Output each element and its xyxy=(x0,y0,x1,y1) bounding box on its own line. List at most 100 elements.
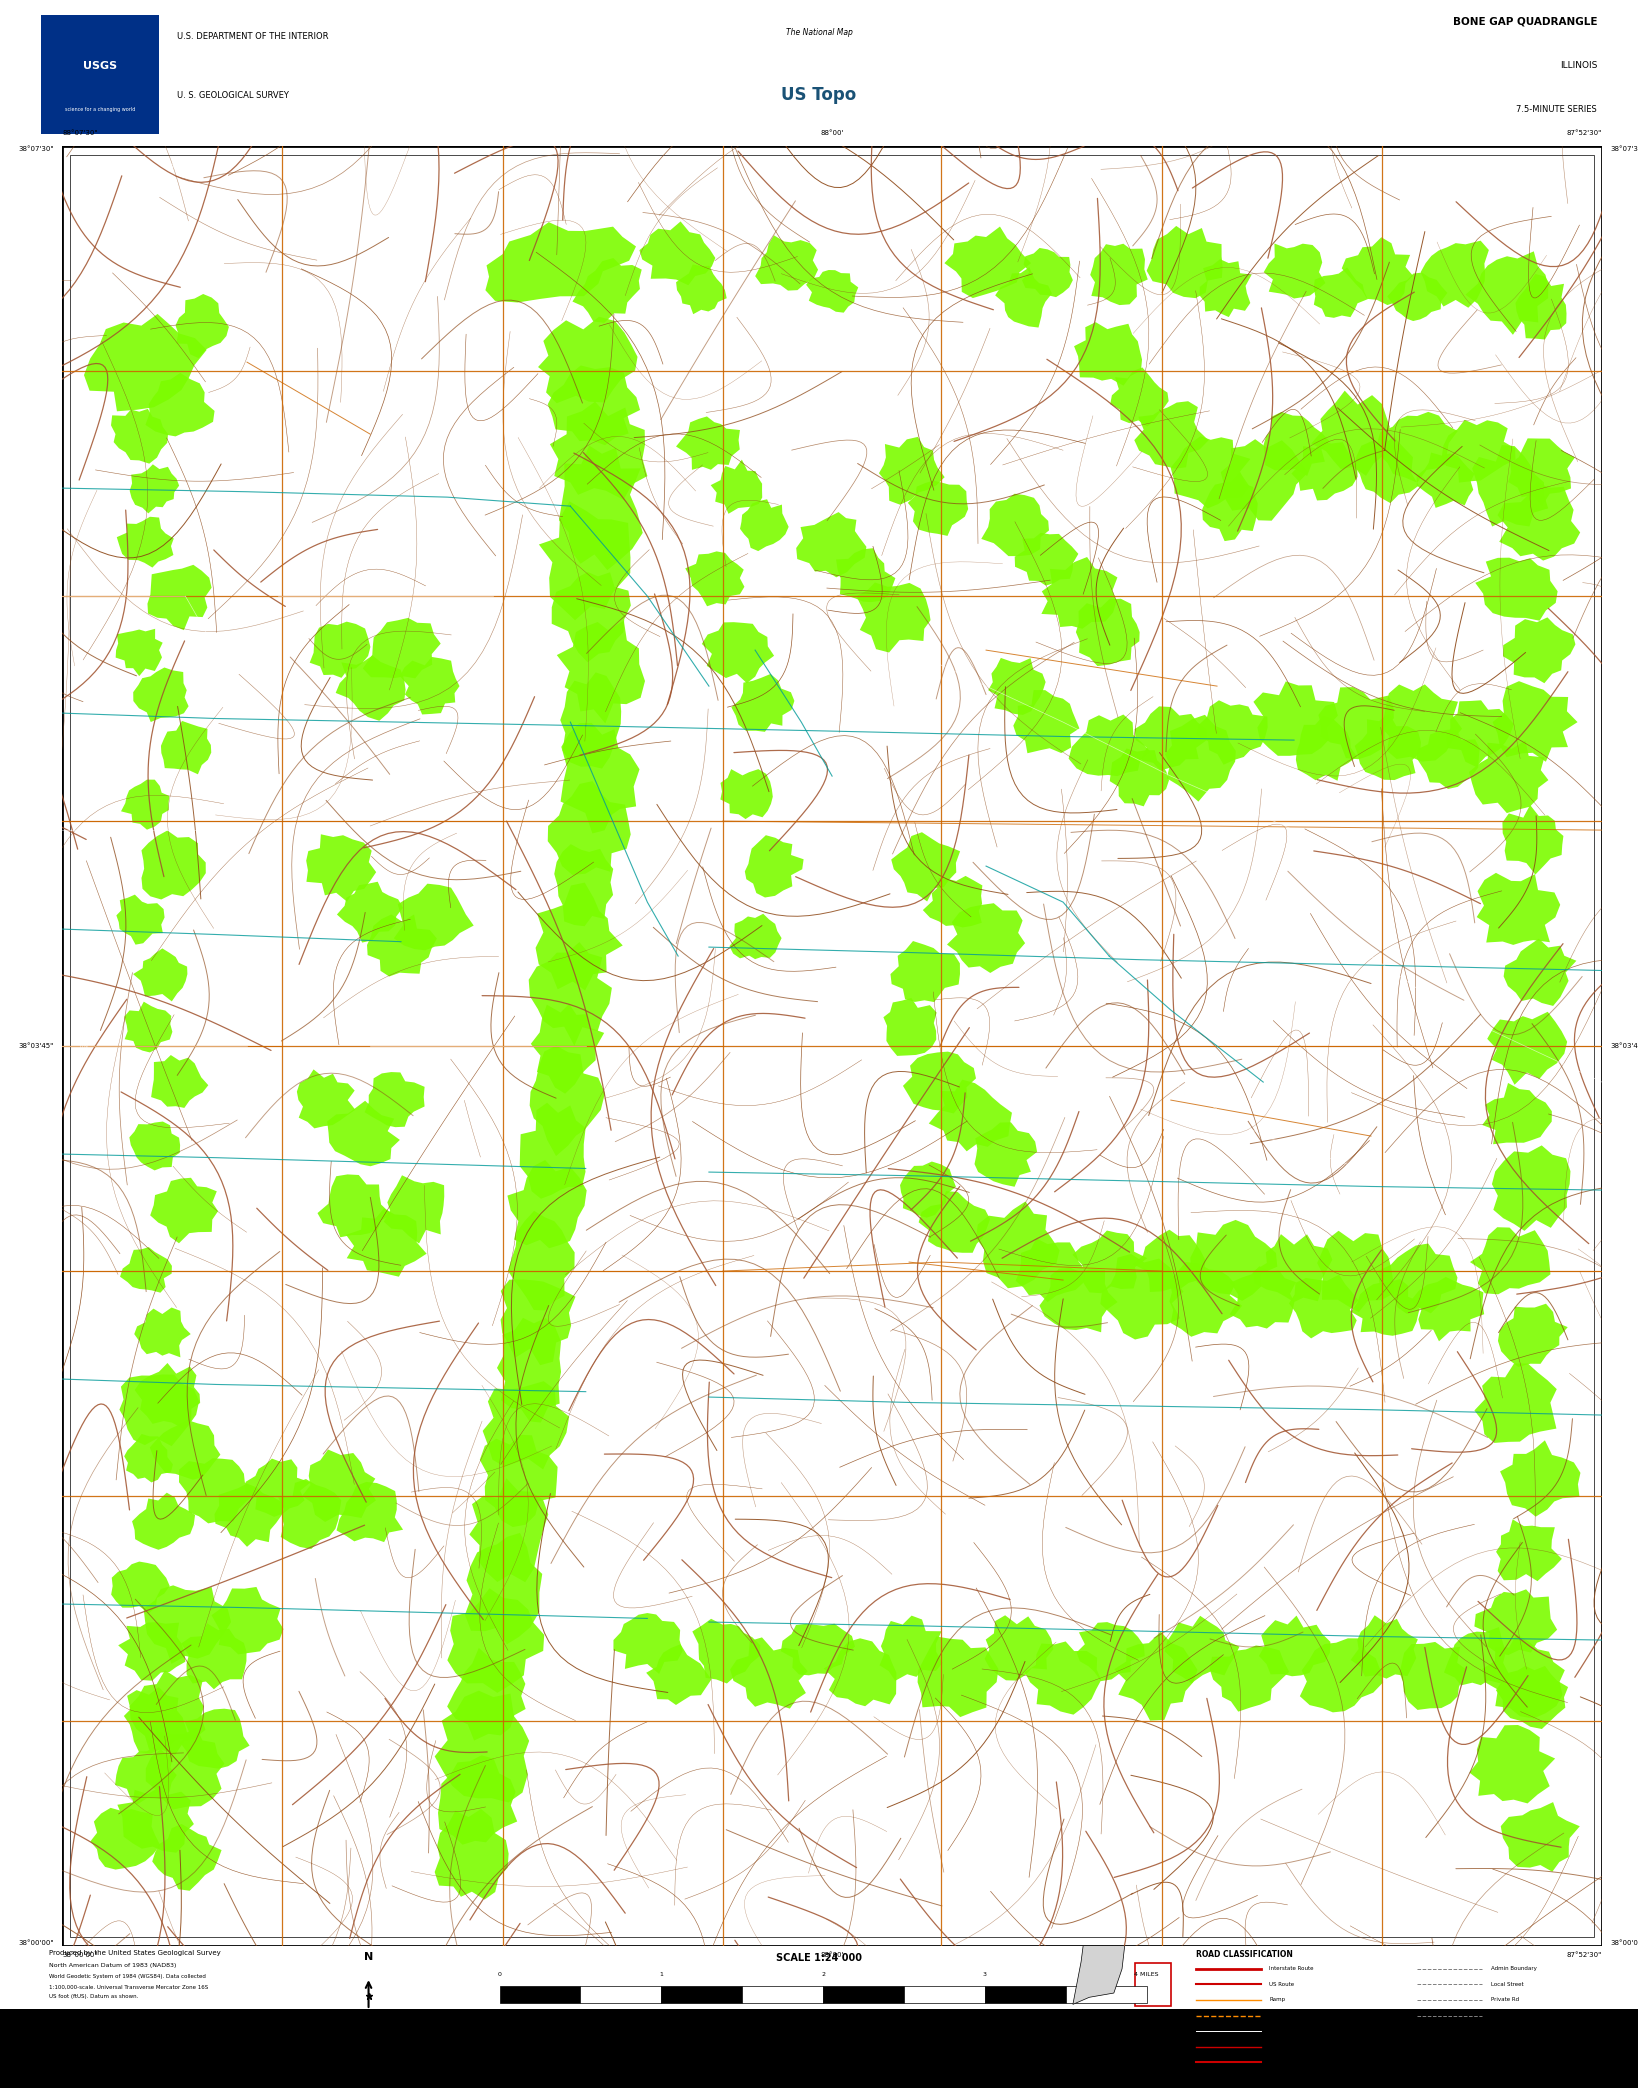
Polygon shape xyxy=(550,401,647,499)
Polygon shape xyxy=(318,1173,391,1238)
Polygon shape xyxy=(1133,1230,1206,1292)
Text: Local Road: Local Road xyxy=(1269,2030,1299,2034)
Polygon shape xyxy=(278,1478,341,1549)
Polygon shape xyxy=(519,1102,586,1199)
Polygon shape xyxy=(146,374,215,436)
Polygon shape xyxy=(1477,873,1561,946)
Polygon shape xyxy=(1042,557,1117,628)
Text: Unmaintained: Unmaintained xyxy=(1491,2013,1530,2019)
Text: BONE GAP QUADRANGLE: BONE GAP QUADRANGLE xyxy=(1453,17,1597,27)
Bar xyxy=(41,15,159,134)
Polygon shape xyxy=(1351,1616,1419,1679)
Polygon shape xyxy=(676,416,740,470)
Text: The National Map: The National Map xyxy=(786,27,852,38)
Polygon shape xyxy=(161,720,211,775)
Text: R14E: R14E xyxy=(1268,165,1281,169)
Polygon shape xyxy=(1165,1616,1240,1683)
Polygon shape xyxy=(1317,1230,1394,1311)
Polygon shape xyxy=(554,844,613,927)
Polygon shape xyxy=(539,501,631,620)
Polygon shape xyxy=(383,1176,444,1244)
Text: R11E: R11E xyxy=(608,165,619,169)
Text: 6 KILOMETERS: 6 KILOMETERS xyxy=(1127,2011,1166,2017)
Text: 0: 0 xyxy=(498,1973,501,1977)
Polygon shape xyxy=(537,317,637,403)
Polygon shape xyxy=(1199,259,1251,317)
Polygon shape xyxy=(1147,226,1222,299)
Polygon shape xyxy=(447,1589,544,1693)
Polygon shape xyxy=(547,781,631,875)
Polygon shape xyxy=(981,493,1048,555)
Polygon shape xyxy=(146,1727,224,1810)
Polygon shape xyxy=(84,313,206,411)
Polygon shape xyxy=(90,1808,161,1869)
Text: 7.5-MINUTE SERIES: 7.5-MINUTE SERIES xyxy=(1517,104,1597,115)
Polygon shape xyxy=(133,1493,195,1549)
Polygon shape xyxy=(306,835,377,902)
Bar xyxy=(1066,1986,1147,2002)
Polygon shape xyxy=(536,883,622,990)
Polygon shape xyxy=(1420,240,1489,307)
Polygon shape xyxy=(336,1482,403,1543)
Polygon shape xyxy=(1253,1234,1332,1303)
Text: 38°00'00": 38°00'00" xyxy=(62,1952,98,1959)
Polygon shape xyxy=(976,1201,1060,1288)
Polygon shape xyxy=(1476,557,1558,620)
Text: North American Datum of 1983 (NAD83): North American Datum of 1983 (NAD83) xyxy=(49,1963,177,1969)
Polygon shape xyxy=(1469,1228,1551,1295)
Text: 0: 0 xyxy=(498,2011,501,2017)
Polygon shape xyxy=(560,722,639,833)
Polygon shape xyxy=(1474,1363,1556,1443)
Polygon shape xyxy=(301,1449,377,1522)
Bar xyxy=(1086,1913,1106,1927)
Text: State Hwy: State Hwy xyxy=(1269,2044,1297,2048)
Polygon shape xyxy=(880,436,945,505)
Text: 2: 2 xyxy=(714,2011,717,2017)
Polygon shape xyxy=(1068,714,1150,777)
Polygon shape xyxy=(120,1247,172,1292)
Polygon shape xyxy=(529,942,613,1046)
Polygon shape xyxy=(721,768,773,818)
Polygon shape xyxy=(1351,1280,1422,1336)
Polygon shape xyxy=(1289,1274,1358,1338)
Polygon shape xyxy=(745,835,804,898)
Polygon shape xyxy=(711,459,762,514)
Text: 88°07'30": 88°07'30" xyxy=(62,129,98,136)
Text: 4: 4 xyxy=(929,2011,932,2017)
Polygon shape xyxy=(781,1624,855,1675)
Text: World Geodetic System of 1984 (WGS84). Data collected: World Geodetic System of 1984 (WGS84). D… xyxy=(49,1975,206,1979)
Polygon shape xyxy=(1417,453,1474,507)
Polygon shape xyxy=(337,881,403,942)
Text: T6N: T6N xyxy=(77,1675,87,1679)
Text: 38°03'45": 38°03'45" xyxy=(1610,1044,1638,1048)
Polygon shape xyxy=(124,1002,172,1052)
Polygon shape xyxy=(215,1485,283,1547)
Polygon shape xyxy=(447,1647,526,1741)
Text: 38°00'00": 38°00'00" xyxy=(1610,1940,1638,1946)
Polygon shape xyxy=(485,221,636,303)
Text: 38°07'30": 38°07'30" xyxy=(18,146,54,152)
Polygon shape xyxy=(1378,411,1458,482)
Polygon shape xyxy=(1487,1013,1568,1086)
Polygon shape xyxy=(613,1614,683,1675)
Polygon shape xyxy=(470,1478,549,1583)
Polygon shape xyxy=(180,1708,249,1769)
Polygon shape xyxy=(336,656,406,720)
Polygon shape xyxy=(364,618,441,679)
Polygon shape xyxy=(1355,436,1419,503)
Polygon shape xyxy=(645,1643,711,1706)
Polygon shape xyxy=(796,512,867,578)
Polygon shape xyxy=(1492,1146,1571,1232)
Polygon shape xyxy=(1073,1230,1147,1292)
Bar xyxy=(662,1986,742,2002)
Polygon shape xyxy=(1378,1244,1458,1313)
Polygon shape xyxy=(1191,1219,1278,1301)
Polygon shape xyxy=(899,1161,957,1217)
Polygon shape xyxy=(124,1687,188,1754)
Polygon shape xyxy=(118,1789,193,1852)
Polygon shape xyxy=(116,894,164,944)
Polygon shape xyxy=(1301,1639,1382,1712)
Text: SCALE 1:24 000: SCALE 1:24 000 xyxy=(776,1952,862,1963)
Polygon shape xyxy=(1076,599,1140,666)
Polygon shape xyxy=(1111,367,1168,426)
